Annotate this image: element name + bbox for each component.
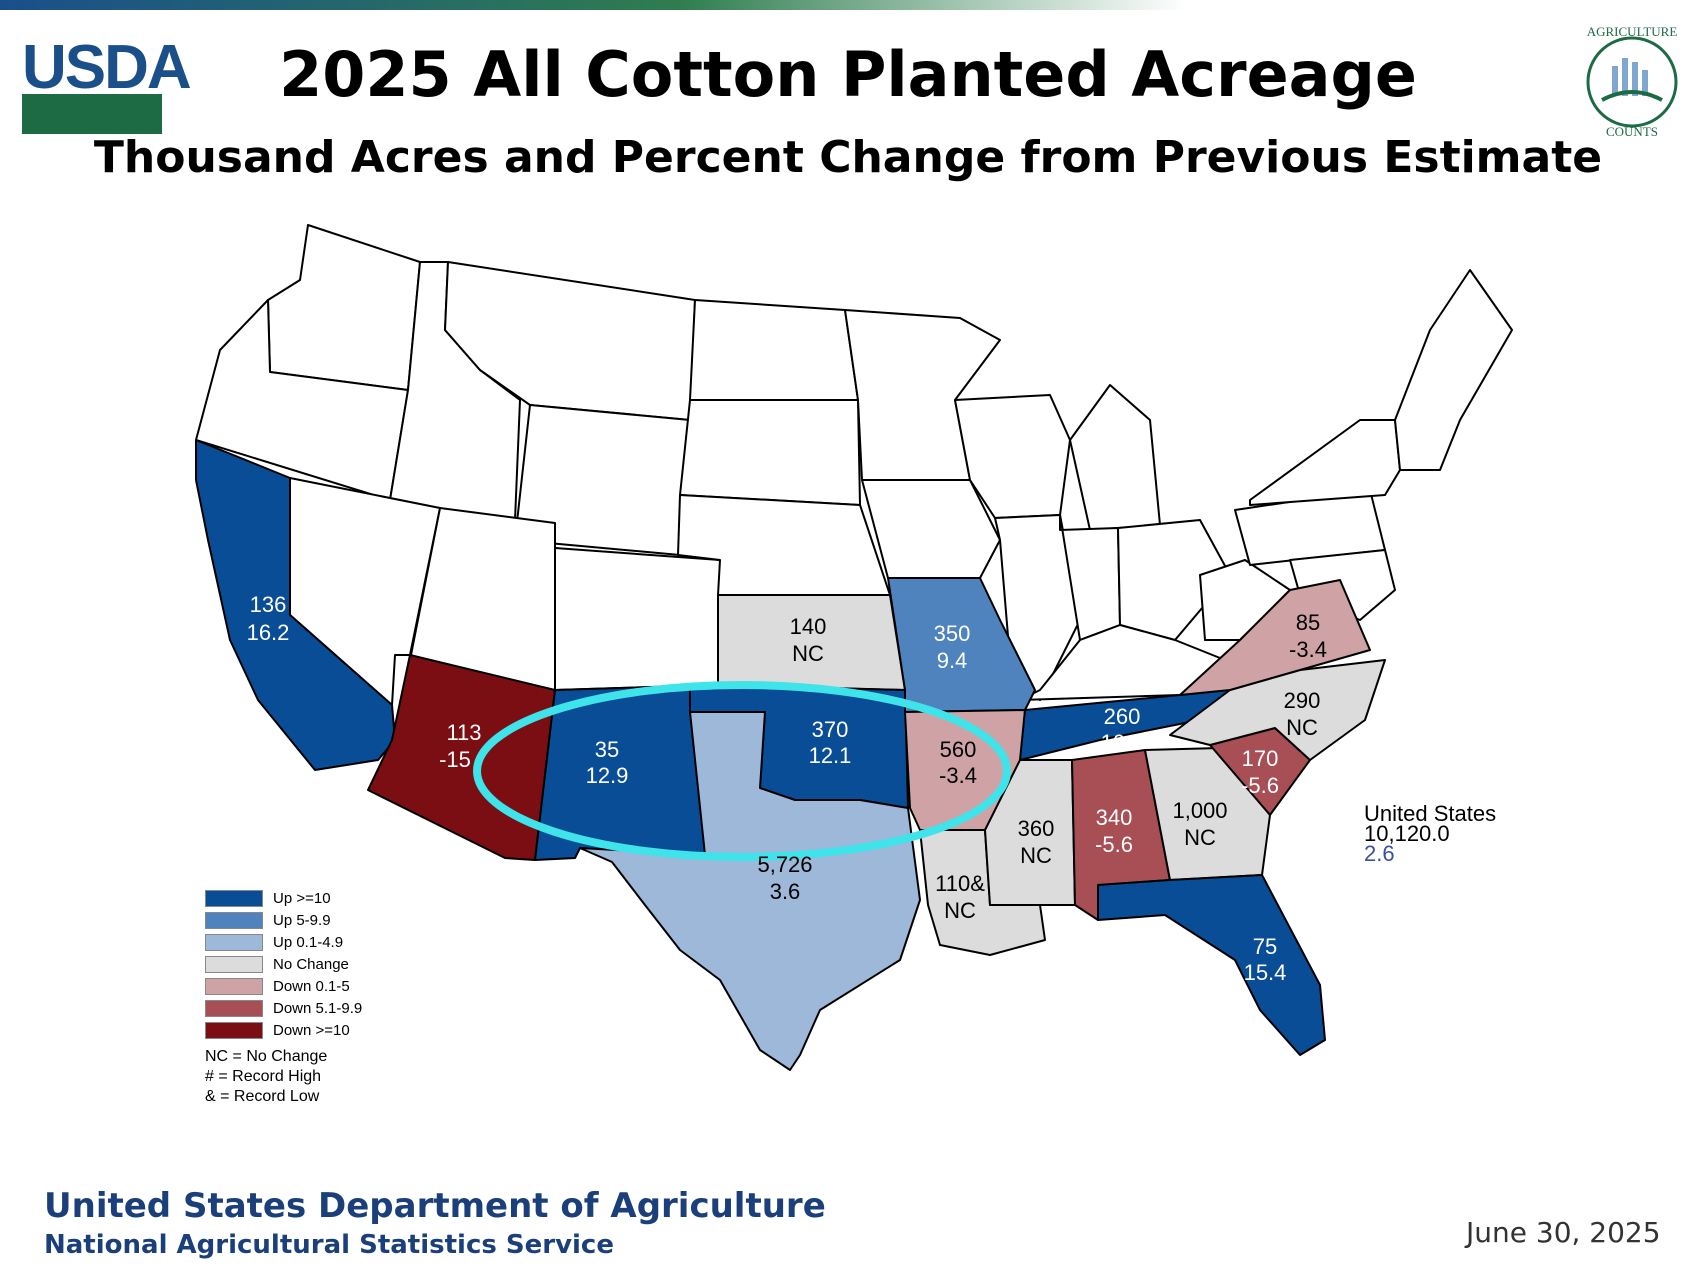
page-subtitle: Thousand Acres and Percent Change from P… (93, 132, 1603, 183)
legend-note-nc: NC = No Change (205, 1048, 328, 1065)
label-AZ-change: -15 (439, 747, 471, 772)
label-KS-acres: 140 (790, 614, 827, 639)
label-KS-change: NC (792, 641, 824, 666)
state-GA (1144, 747, 1271, 881)
label-VA-change: -3.4 (1289, 637, 1327, 662)
legend-item: No Change (205, 953, 362, 975)
legend-item: Up >=10 (205, 887, 362, 909)
svg-text:AGRICULTURE: AGRICULTURE (1587, 24, 1678, 39)
page-title: 2025 All Cotton Planted Acreage (279, 38, 1417, 111)
label-TX-acres: 5,726 (757, 852, 812, 877)
label-TX-change: 3.6 (770, 879, 801, 904)
label-TN-acres: 260 (1104, 704, 1141, 729)
label-OK-acres: 370 (812, 717, 849, 742)
label-SC-change: -5.6 (1241, 773, 1279, 798)
label-AL-change: -5.6 (1095, 832, 1133, 857)
svg-text:COUNTS: COUNTS (1606, 124, 1658, 139)
state-ND (689, 299, 859, 401)
state-FL (1097, 874, 1326, 1056)
label-OK-change: 12.1 (809, 743, 852, 768)
footer-agency: United States Department of Agriculture (44, 1186, 826, 1226)
legend-label: Up 5-9.9 (273, 911, 331, 929)
label-FL-acres: 75 (1253, 934, 1277, 959)
legend-label: Down >=10 (273, 1021, 350, 1039)
label-NC-acres: 290 (1284, 688, 1321, 713)
label-AZ-acres: 113 (446, 720, 481, 745)
label-MO-acres: 350 (934, 621, 971, 646)
legend-item: Down 5.1-9.9 (205, 997, 362, 1019)
label-CA-change: 16.2 (247, 620, 290, 645)
highlight-ellipse (473, 681, 1011, 861)
legend-label: Up >=10 (273, 889, 331, 907)
state-SD (679, 399, 861, 506)
label-AR-acres: 560 (940, 737, 977, 762)
legend-rows: Up >=10 Up 5-9.9 Up 0.1-4.9 No Change Down 0… (205, 887, 362, 1041)
legend-swatch (205, 955, 263, 973)
map-legend: Up >=10 Up 5-9.9 Up 0.1-4.9 No Change Down 0… (205, 887, 362, 1107)
state-CA (195, 439, 396, 771)
legend-item: Down >=10 (205, 1019, 362, 1041)
state-TX (579, 711, 921, 1071)
label-GA-change: NC (1184, 825, 1216, 850)
label-AR-change: -3.4 (939, 763, 977, 788)
state-NY (1249, 419, 1401, 506)
us-total-acres: 10,120.0 (1364, 821, 1450, 846)
state-CO (554, 547, 721, 691)
usda-logo: USDA (22, 32, 192, 134)
label-GA-acres: 1,000 (1172, 798, 1227, 823)
legend-note-record-high: # = Record High (205, 1068, 322, 1085)
usda-logo-text: USDA (22, 33, 192, 102)
label-NM-acres: 35 (595, 737, 619, 762)
label-TN-change: 10.6 (1101, 730, 1144, 755)
label-FL-change: 15.4 (1244, 960, 1287, 985)
footer-service: National Agricultural Statistics Service (44, 1230, 614, 1260)
state-IA (861, 479, 1001, 579)
usda-logo-stripe (22, 94, 162, 134)
label-LA-change: NC (944, 898, 976, 923)
legend-swatch (205, 977, 263, 995)
state-MO (887, 577, 1036, 713)
us-total-label: United States (1364, 801, 1497, 826)
label-NC-change: NC (1286, 715, 1318, 740)
label-VA-acres: 85 (1296, 610, 1320, 635)
label-CA-acres: 136 (250, 592, 287, 617)
label-NM-change: 12.9 (586, 763, 629, 788)
legend-label: Down 0.1-5 (273, 977, 350, 995)
legend-swatch (205, 999, 263, 1017)
legend-item: Down 0.1-5 (205, 975, 362, 997)
footer-date: June 30, 2025 (1466, 1216, 1661, 1249)
legend-swatch (205, 911, 263, 929)
label-LA-acres: 110& (935, 871, 985, 896)
label-MS-change: NC (1020, 843, 1052, 868)
legend-label: Up 0.1-4.9 (273, 933, 344, 951)
legend-notes: NC = No Change # = Record High & = Recor… (205, 1047, 362, 1107)
legend-item: Up 5-9.9 (205, 909, 362, 931)
legend-swatch (205, 1021, 263, 1039)
label-AL-acres: 340 (1096, 805, 1133, 830)
legend-swatch (205, 889, 263, 907)
legend-note-record-low: & = Record Low (205, 1088, 320, 1105)
state-VA (1179, 579, 1371, 696)
us-total: United States 10,120.0 2.6 (1364, 801, 1497, 866)
label-SC-acres: 170 (1242, 746, 1279, 771)
state-WA (267, 224, 421, 391)
legend-label: No Change (273, 955, 349, 973)
non-cotton-states (195, 224, 1513, 706)
state-MI (1069, 384, 1161, 531)
legend-swatch (205, 933, 263, 951)
state-NE-region (1394, 269, 1513, 471)
us-total-change: 2.6 (1364, 841, 1395, 866)
top-accent-bar (0, 0, 1696, 10)
agriculture-counts-logo: AGRICULTURE COUNTS (1586, 24, 1678, 139)
legend-label: Down 5.1-9.9 (273, 999, 363, 1017)
label-MS-acres: 360 (1018, 816, 1055, 841)
legend-item: Up 0.1-4.9 (205, 931, 362, 953)
label-MO-change: 9.4 (937, 648, 968, 673)
state-labels: 136 16.2 113 -15 35 12.9 140 NC 370 12.1… (247, 592, 1327, 985)
